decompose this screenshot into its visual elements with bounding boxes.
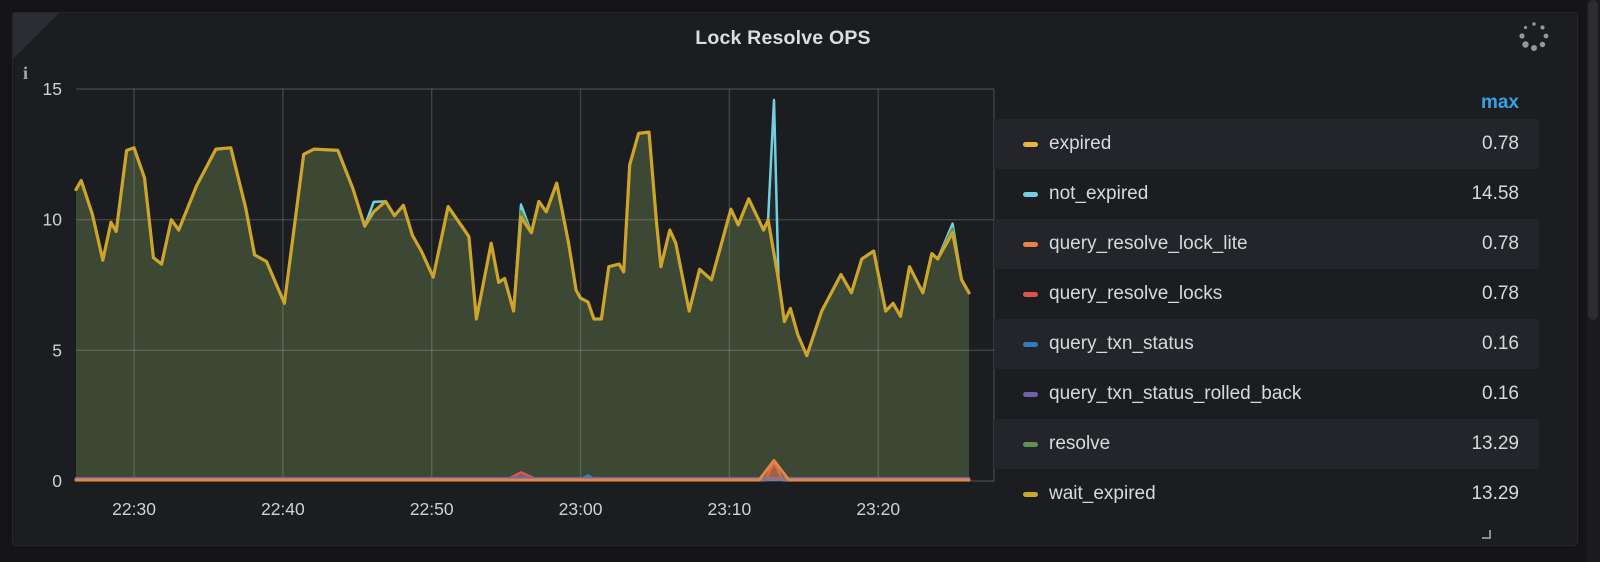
lock-resolve-ops-panel: i Lock Resolve OPS 0 5 10 15 22:30 22:40 22:50… [12, 12, 1578, 546]
legend-series-name[interactable]: query_txn_status [1049, 333, 1194, 354]
series-color-swatch [1023, 191, 1038, 197]
panel-info-corner[interactable]: i [13, 13, 59, 83]
x-axis-label: 22:50 [410, 499, 454, 519]
series-line-query_resolve_lock_lite [74, 459, 971, 482]
series-color-swatch [1023, 341, 1038, 347]
x-axis-label: 23:10 [707, 499, 751, 519]
legend-max-value: 0.78 [1482, 133, 1519, 154]
legend-item-resolve[interactable]: resolve 13.29 [994, 419, 1539, 469]
legend-series-name[interactable]: wait_expired [1049, 483, 1156, 504]
panel-title[interactable]: Lock Resolve OPS [695, 27, 871, 49]
legend-series-name[interactable]: query_txn_status_rolled_back [1049, 383, 1302, 404]
legend-item-query_txn_status[interactable]: query_txn_status 0.16 [994, 319, 1539, 369]
page-scrollbar-thumb[interactable] [1588, 0, 1598, 320]
legend-max-value: 14.58 [1471, 183, 1519, 204]
info-icon: i [23, 63, 29, 83]
y-axis-label: 5 [52, 340, 62, 360]
series-area-wait_expired [76, 132, 969, 481]
legend-max-value: 0.78 [1482, 283, 1519, 304]
legend-item-query_resolve_locks[interactable]: query_resolve_locks 0.78 [994, 269, 1539, 319]
legend-table: max expired 0.78 not_expired 14.58 query_res… [994, 77, 1539, 519]
panel-resize-handle[interactable] [1482, 530, 1491, 539]
series-color-swatch [1023, 241, 1038, 247]
x-axis-label: 23:20 [856, 499, 900, 519]
x-axis-label: 22:30 [112, 499, 156, 519]
y-axis-label: 15 [43, 79, 62, 99]
legend-item-query_txn_status_rolled_back[interactable]: query_txn_status_rolled_back 0.16 [994, 369, 1539, 419]
legend-max-column-header[interactable]: max [1480, 92, 1519, 113]
legend-max-value: 0.78 [1482, 233, 1519, 254]
series-color-swatch [1023, 291, 1038, 297]
series-line-wait_expired [74, 130, 971, 358]
legend-max-value: 13.29 [1471, 433, 1519, 454]
series-color-swatch [1023, 141, 1038, 147]
loading-spinner-icon [1519, 22, 1549, 51]
legend-item-not_expired[interactable]: not_expired 14.58 [994, 169, 1539, 219]
legend-series-name[interactable]: resolve [1049, 433, 1111, 454]
series-line-query_txn_status_rolled_back [74, 475, 971, 480]
legend-series-name[interactable]: query_resolve_lock_lite [1049, 233, 1248, 254]
legend-series-name[interactable]: not_expired [1049, 183, 1149, 204]
y-axis-label: 10 [43, 210, 63, 230]
x-axis-label: 23:00 [559, 499, 603, 519]
legend-item-query_resolve_lock_lite[interactable]: query_resolve_lock_lite 0.78 [994, 219, 1539, 269]
legend-series-name[interactable]: expired [1049, 133, 1112, 154]
legend-max-value: 0.16 [1482, 383, 1519, 404]
series-color-swatch [1023, 391, 1038, 397]
x-axis-label: 22:40 [261, 499, 305, 519]
page-scrollbar[interactable] [1586, 0, 1600, 562]
legend-max-value: 0.16 [1482, 333, 1519, 354]
legend-max-value: 13.29 [1471, 483, 1519, 504]
timeseries-chart[interactable]: 0 5 10 15 22:30 22:40 22:50 23:00 23:10 23:20 [13, 13, 1579, 547]
y-axis-label: 0 [52, 471, 62, 491]
legend-item-expired[interactable]: expired 0.78 [994, 119, 1539, 169]
legend-item-wait_expired[interactable]: wait_expired 13.29 [994, 469, 1539, 519]
series-color-swatch [1023, 441, 1038, 447]
series-area-resolve [76, 132, 969, 481]
series-color-swatch [1023, 491, 1038, 497]
legend-series-name[interactable]: query_resolve_locks [1049, 283, 1223, 304]
